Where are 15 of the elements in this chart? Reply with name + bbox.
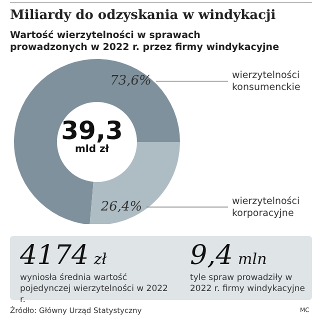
slice-label: wierzytelności korporacyjne	[232, 196, 300, 220]
data-label: 26,4%	[100, 200, 142, 215]
donut-slice	[14, 59, 180, 224]
text: wyniosła średnia wartość pojedynczej wierzytelności w 2022 r.	[20, 273, 169, 306]
data-label: 73,6%	[110, 74, 152, 89]
chart-subtitle: Wartość wierzytelności w sprawach prowadzonych w 2022 r. przez firmy windykacyjne	[10, 30, 280, 54]
slice-label: wierzytelności konsumenckie	[232, 70, 300, 94]
text: mln	[238, 250, 267, 268]
chart-title: Miliardy do odzyskania w windykacji	[10, 8, 276, 23]
text: 9,4	[190, 240, 233, 271]
text: mld zł	[74, 144, 110, 155]
text: zł	[94, 250, 107, 268]
text: 39,3	[60, 116, 124, 145]
text: 4174	[20, 240, 89, 271]
text: tyle spraw prowadziły w 2022 r. firmy windykacyjne	[190, 273, 306, 295]
